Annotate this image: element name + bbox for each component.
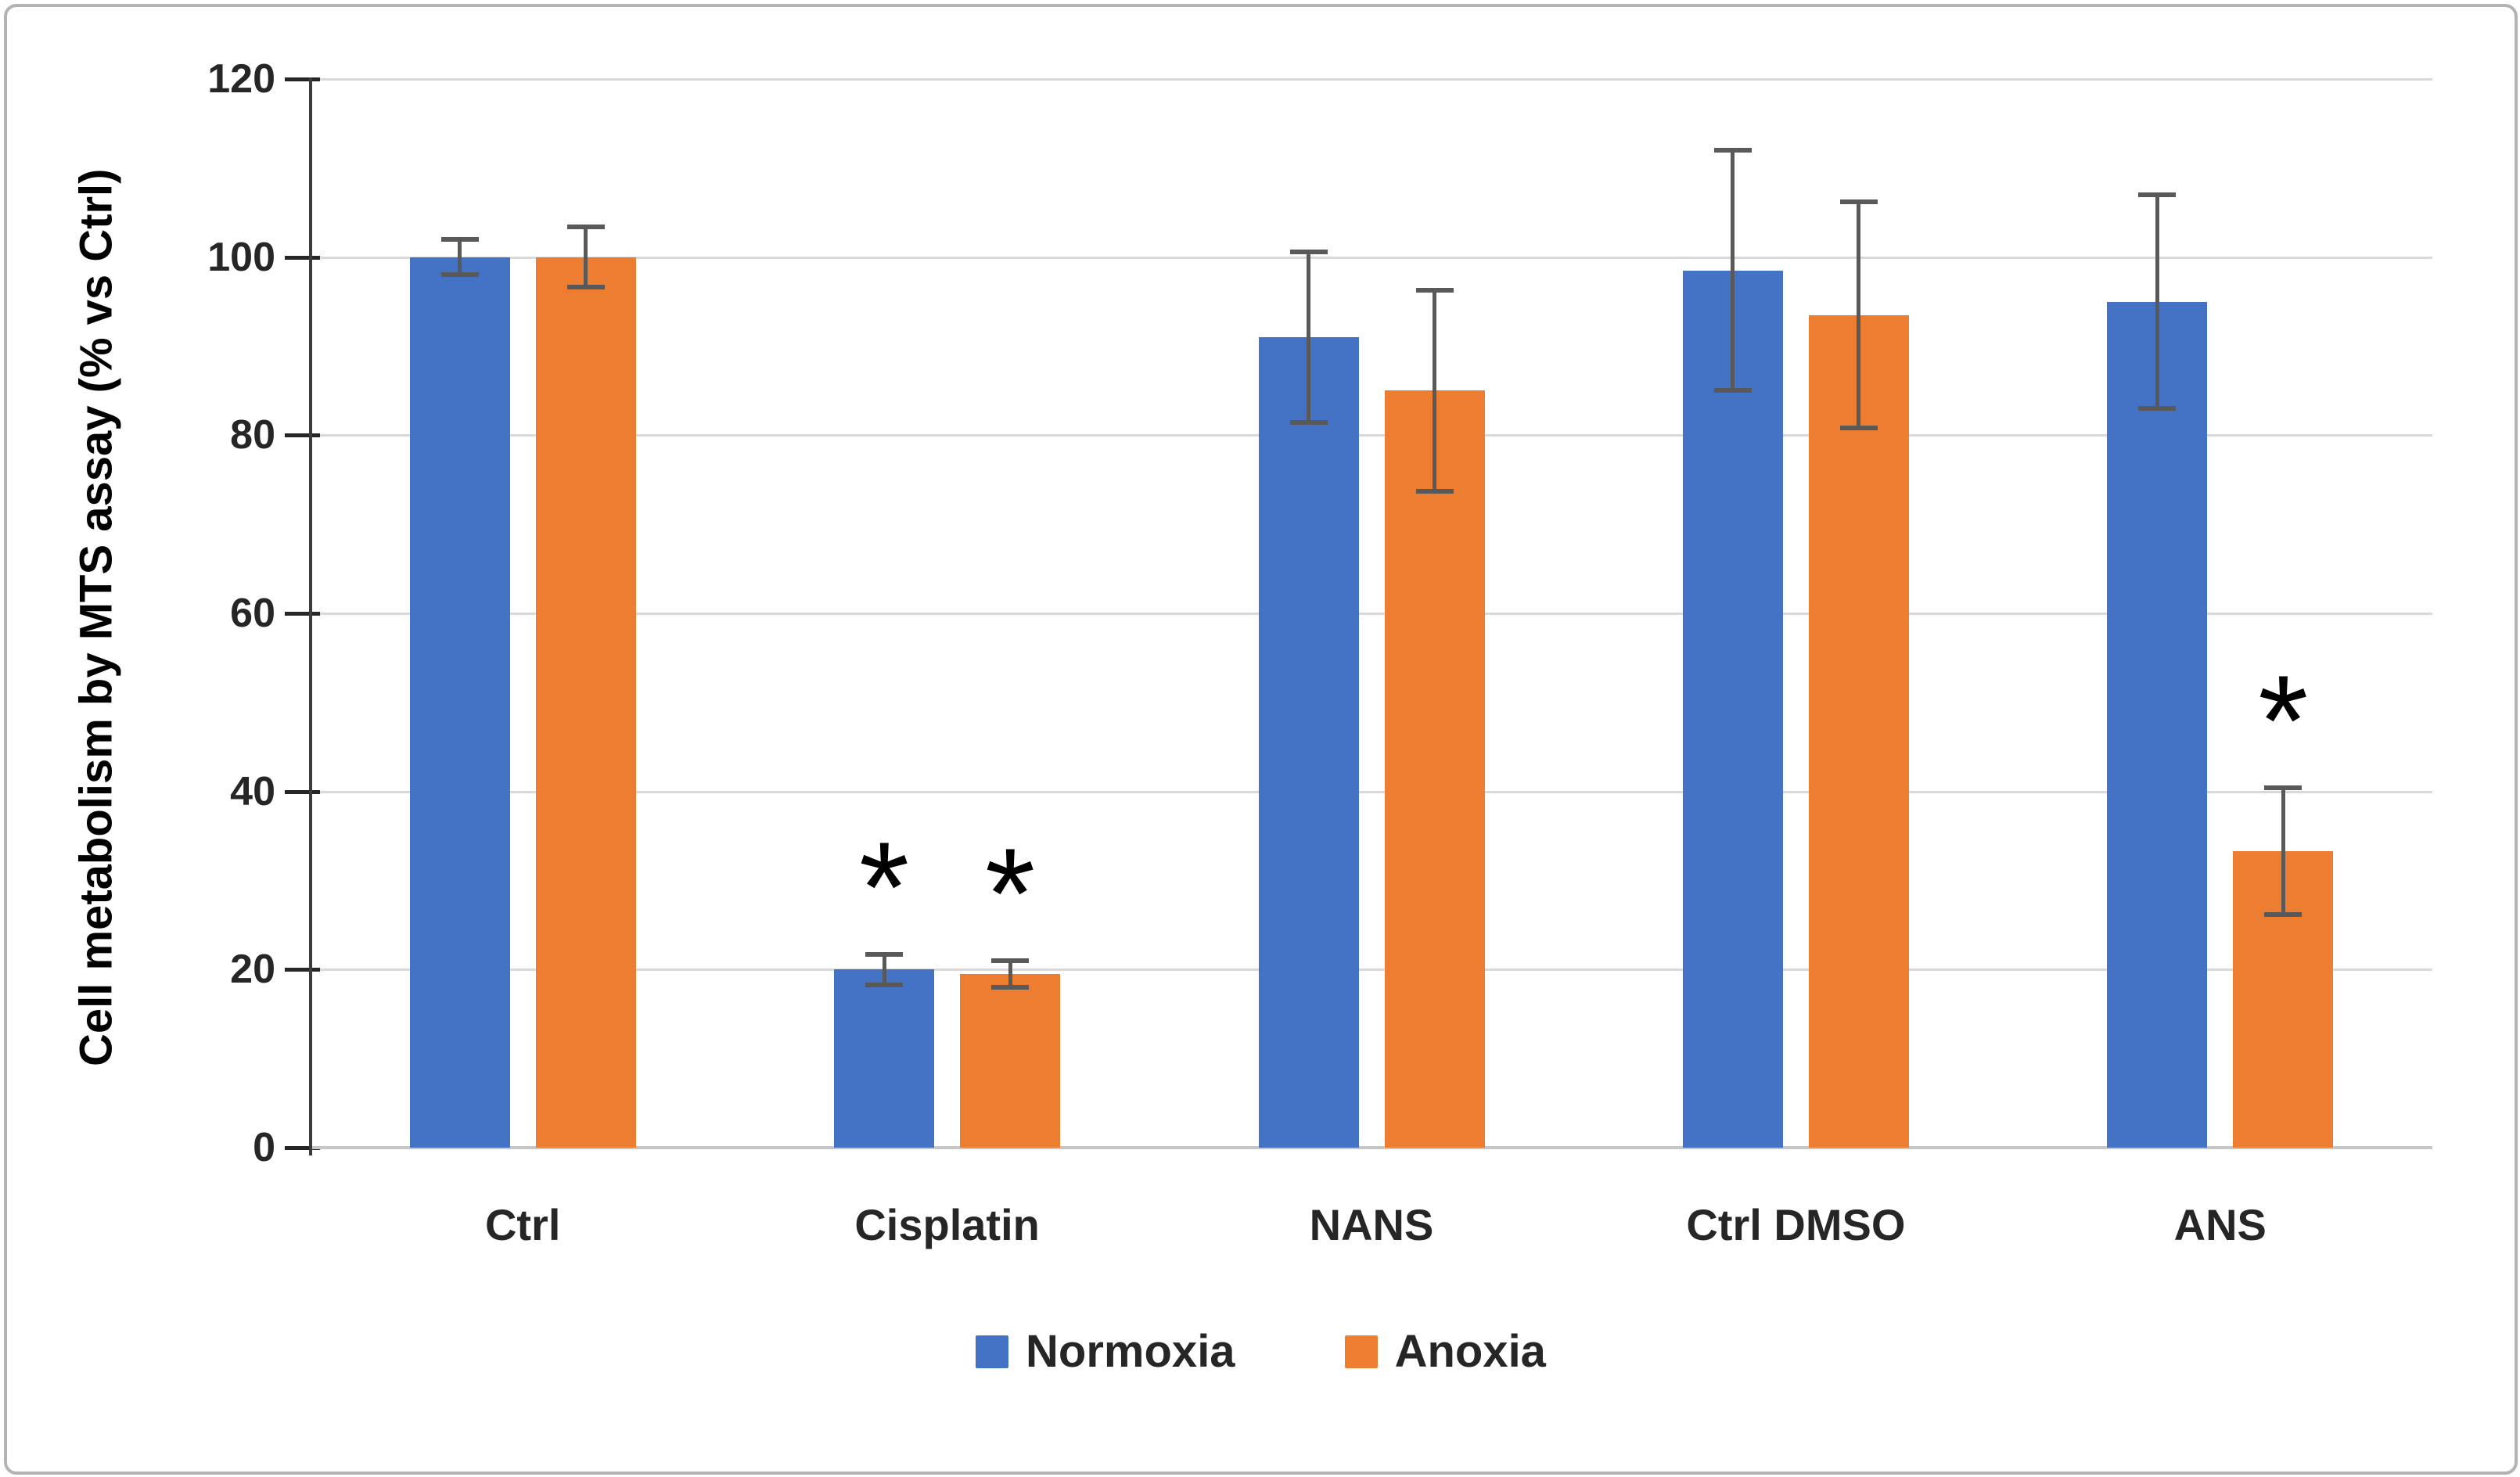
error-bar-cap-bottom [865,982,904,987]
significance-asterisk-normoxia-cisplatin: * [858,814,910,959]
significance-asterisk-anoxia-cisplatin: * [984,821,1036,965]
legend-item-normoxia: Normoxia [976,1328,1235,1376]
error-bar-anoxia-ctrl-dmso [1857,202,1861,429]
legend-item-anoxia: Anoxia [1344,1326,1546,1377]
y-tick-label: 20 [230,947,275,993]
y-axis-tick [285,255,320,260]
error-bar-normoxia-ctrl [458,239,462,275]
error-bar-cap-top [2264,785,2303,791]
error-bar-cap-top [1839,199,1878,205]
bar-normoxia-cisplatin [834,969,935,1148]
bar-normoxia-nans [1258,337,1359,1148]
legend: Normoxia Anoxia [7,1328,2515,1376]
error-bar-anoxia-nans [1433,289,1436,492]
figure-frame: Cell metabolism by MTS assay (% vs Ctrl)… [4,4,2518,1475]
y-axis-tick [285,77,320,81]
legend-swatch-anoxia [1344,1335,1378,1368]
bar-normoxia-ctrl-dmso [1682,270,1783,1148]
x-category-label: Ctrl DMSO [1686,1200,1906,1249]
x-category-label: Ctrl [484,1200,561,1249]
gridline [311,434,2432,437]
error-bar-normoxia-nans [1307,251,1310,423]
x-category-label: Cisplatin [854,1200,1040,1249]
bar-normoxia-ctrl [409,257,510,1148]
error-bar-cap-bottom [991,985,1030,990]
x-axis-line [311,1146,2432,1149]
bar-anoxia-cisplatin [960,974,1061,1148]
error-bar-anoxia-cisplatin [1008,960,1012,988]
y-tick-label: 0 [253,1125,275,1170]
y-axis-tick [285,433,320,438]
y-tick-label: 80 [230,412,275,458]
gridline [311,256,2432,259]
x-category-label: ANS [2173,1200,2267,1249]
y-axis-tick [285,789,320,794]
error-bar-anoxia-ctrl [584,226,588,288]
error-bar-cap-top [1713,148,1752,153]
legend-label: Normoxia [1026,1326,1235,1377]
error-bar-cap-bottom [440,272,479,278]
y-axis-tick [285,612,320,616]
y-tick-label: 60 [230,591,275,636]
error-bar-anoxia-ans [2281,788,2285,915]
error-bar-normoxia-cisplatin [882,954,886,985]
y-axis-tick [285,1146,320,1150]
error-bar-cap-bottom [1839,426,1878,431]
legend-label: Anoxia [1394,1326,1546,1377]
error-bar-cap-top [865,951,904,957]
error-bar-normoxia-ctrl-dmso [1731,150,1735,391]
error-bar-cap-top [2138,192,2177,197]
y-tick-label: 100 [207,234,275,280]
error-bar-cap-bottom [2264,911,2303,917]
error-bar-cap-bottom [1713,388,1752,394]
y-axis-line [309,77,312,1155]
error-bar-cap-bottom [2138,406,2177,411]
gridline [311,78,2432,81]
error-bar-cap-top [1289,249,1328,254]
bar-anoxia-ctrl-dmso [1808,314,1909,1148]
bar-anoxia-nans [1384,390,1485,1148]
plot-area: 0 20 40 60 80 100 120 Ctrl * * Cisplatin NANS Ctrl D… [7,7,2515,1472]
gridline [311,613,2432,615]
bar-anoxia-ctrl [535,257,636,1148]
x-category-label: NANS [1309,1200,1434,1249]
y-axis-tick [285,968,320,972]
legend-swatch-normoxia [976,1335,1009,1368]
gridline [311,790,2432,793]
error-bar-cap-top [566,224,605,229]
error-bar-cap-top [1415,287,1454,293]
error-bar-cap-bottom [1289,420,1328,426]
error-bar-cap-bottom [1415,489,1454,494]
gridline [311,968,2432,972]
error-bar-normoxia-ans [2155,194,2159,409]
error-bar-cap-top [440,236,479,242]
error-bar-cap-bottom [566,285,605,290]
y-tick-label: 40 [230,768,275,814]
y-tick-label: 120 [207,56,275,102]
bar-normoxia-ans [2107,301,2208,1148]
significance-asterisk-anoxia-ans: * [2258,649,2309,793]
error-bar-cap-top [991,958,1030,963]
